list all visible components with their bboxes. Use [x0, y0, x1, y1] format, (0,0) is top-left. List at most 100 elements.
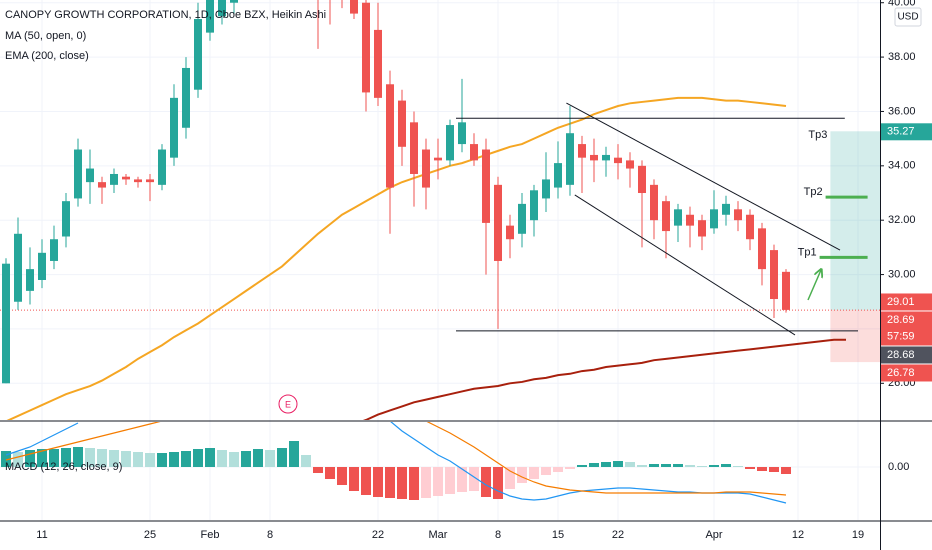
- candle-body: [230, 0, 238, 3]
- histogram-bar: [385, 467, 395, 498]
- histogram-bar: [1, 451, 11, 467]
- arrow: [807, 270, 821, 301]
- histogram-bar: [613, 461, 623, 467]
- histogram-bar: [529, 467, 539, 479]
- histogram-bar: [553, 467, 563, 472]
- histogram-bar: [241, 451, 251, 467]
- candle-body: [206, 0, 214, 33]
- candle-body: [350, 0, 358, 14]
- position-loss: [830, 310, 880, 363]
- price-tag-label: 35.27: [887, 126, 915, 138]
- histogram-bar: [349, 467, 359, 491]
- y-tick-label: 34.00: [888, 160, 916, 172]
- y-tick-label: 0.00: [888, 461, 909, 473]
- histogram-bar: [61, 448, 71, 467]
- candle-body: [470, 144, 478, 161]
- histogram-bar: [277, 448, 287, 467]
- histogram-bar: [745, 467, 755, 469]
- histogram-bar: [205, 448, 215, 467]
- histogram-bar: [313, 467, 323, 473]
- indicator-line: [6, 96, 787, 420]
- candle-body: [362, 2, 370, 93]
- histogram-bar: [625, 462, 635, 467]
- macd-title: MACD (12, 26, close, 9): [5, 461, 122, 473]
- histogram-bar: [577, 465, 587, 467]
- histogram-bar: [469, 467, 479, 491]
- price-tag: [881, 293, 932, 311]
- histogram-bar: [361, 467, 371, 495]
- candle-body: [494, 184, 502, 261]
- price-tag: [881, 346, 932, 364]
- y-tick-label: 40.00: [888, 0, 916, 9]
- target-label: Tp2: [804, 186, 823, 198]
- candle-body: [638, 165, 646, 194]
- candle-body: [2, 263, 10, 384]
- histogram-bar: [217, 450, 227, 467]
- candle-body: [722, 203, 730, 215]
- price-tag: [881, 123, 932, 141]
- histogram-bar: [601, 462, 611, 467]
- candle-body: [626, 160, 634, 169]
- histogram-bar: [289, 441, 299, 467]
- candle-body: [710, 209, 718, 229]
- histogram-bar: [169, 452, 179, 467]
- candle-body: [98, 182, 106, 188]
- event-marker: [278, 394, 298, 414]
- grid: [0, 0, 880, 520]
- candle-body: [506, 225, 514, 240]
- candle-body: [434, 157, 442, 161]
- histogram-bar: [565, 467, 575, 469]
- histogram-bar: [157, 453, 167, 467]
- candle-body: [182, 67, 190, 128]
- histogram-bar: [673, 464, 683, 467]
- histogram-bar: [265, 450, 275, 467]
- histogram-bar: [193, 449, 203, 467]
- histogram-bar: [637, 465, 647, 467]
- candle-body: [566, 133, 574, 185]
- candle-body: [398, 100, 406, 147]
- histogram-bar: [733, 466, 743, 467]
- indicator-line: [362, 338, 846, 420]
- candle-body: [74, 149, 82, 199]
- candle-body: [38, 252, 46, 280]
- price-tag-label: 28.69: [887, 314, 915, 326]
- candle-body: [650, 184, 658, 221]
- histogram-bar: [37, 449, 47, 467]
- histogram-bar: [481, 467, 491, 497]
- histogram-bar: [445, 467, 455, 494]
- histogram-bar: [253, 449, 263, 467]
- countdown: 57:59: [887, 330, 915, 342]
- axes: 1125Feb822Mar81522Apr121926.0028.0030.00…: [5, 0, 932, 541]
- trend-line: [566, 102, 841, 251]
- histogram-bar: [121, 451, 131, 467]
- x-tick-label: Apr: [705, 529, 722, 541]
- candle-body: [758, 228, 766, 270]
- x-tick-label: Mar: [429, 529, 448, 541]
- candle-body: [410, 122, 418, 174]
- price-tag-label: 29.01: [887, 296, 915, 308]
- histogram-bar: [49, 449, 59, 467]
- histogram-bar: [697, 466, 707, 467]
- histogram-bar: [493, 467, 503, 499]
- trend-line: [574, 194, 796, 336]
- x-tick-label: 19: [852, 529, 864, 541]
- target-label: Tp1: [798, 246, 817, 258]
- candle-body: [530, 190, 538, 221]
- histogram-bar: [181, 451, 191, 467]
- x-tick-label: 22: [612, 529, 624, 541]
- x-tick-label: 15: [552, 529, 564, 541]
- price-tag-label: 26.78: [887, 367, 915, 379]
- chart-title: CANOPY GROWTH CORPORATION, 1D, Cboe BZX,…: [5, 9, 326, 21]
- histogram-bar: [721, 464, 731, 467]
- candle-body: [122, 176, 130, 180]
- candle-body: [26, 269, 34, 291]
- histogram-bar: [589, 463, 599, 467]
- histogram-bar: [421, 467, 431, 498]
- candle-body: [62, 201, 70, 237]
- candle-body: [662, 201, 670, 232]
- candle-body: [578, 144, 586, 158]
- candle-body: [782, 271, 790, 310]
- histogram-bar: [325, 467, 335, 479]
- x-tick-label: 25: [144, 529, 156, 541]
- candle-body: [614, 157, 622, 164]
